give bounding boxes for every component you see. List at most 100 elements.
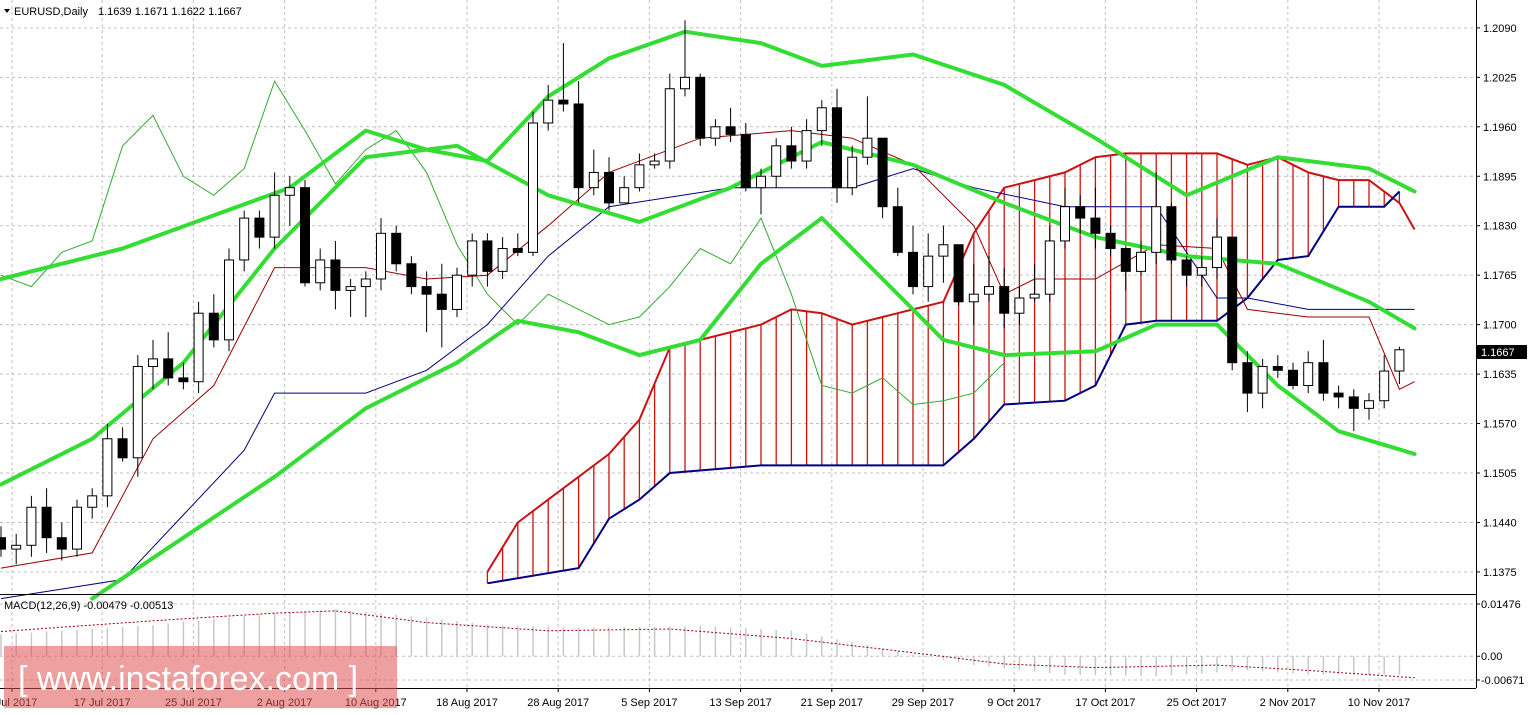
candle[interactable] xyxy=(984,256,994,302)
candle-body-bull xyxy=(710,126,721,139)
candle[interactable] xyxy=(680,20,690,97)
candle[interactable] xyxy=(1257,358,1268,409)
candle[interactable] xyxy=(1272,355,1283,378)
candle[interactable] xyxy=(163,332,174,386)
candle[interactable] xyxy=(1014,286,1025,325)
dropdown-triangle-icon[interactable] xyxy=(4,9,10,13)
candle[interactable] xyxy=(1242,351,1253,413)
candle[interactable] xyxy=(999,267,1010,329)
candle[interactable] xyxy=(1288,362,1298,390)
candle[interactable] xyxy=(512,233,523,257)
candle[interactable] xyxy=(832,88,842,203)
candle[interactable] xyxy=(664,73,675,169)
candle[interactable] xyxy=(892,187,903,257)
candle[interactable] xyxy=(695,73,706,146)
candle[interactable] xyxy=(953,244,964,306)
candle[interactable] xyxy=(41,488,52,553)
candle[interactable] xyxy=(923,233,934,302)
candle[interactable] xyxy=(72,499,82,557)
candle[interactable] xyxy=(391,225,402,272)
candle[interactable] xyxy=(26,495,37,557)
candle[interactable] xyxy=(1090,187,1101,249)
candle[interactable] xyxy=(148,339,158,390)
candle[interactable] xyxy=(1227,236,1238,371)
candle[interactable] xyxy=(756,168,766,215)
candle[interactable] xyxy=(649,153,660,169)
candle[interactable] xyxy=(725,107,736,143)
candle[interactable] xyxy=(117,427,128,462)
candle-body-bear xyxy=(1333,392,1344,398)
candle[interactable] xyxy=(132,355,143,477)
candle[interactable] xyxy=(877,137,888,219)
candle[interactable] xyxy=(1151,172,1162,264)
candle[interactable] xyxy=(421,271,432,333)
candle[interactable] xyxy=(1166,202,1177,264)
candle[interactable] xyxy=(1379,355,1390,409)
candle[interactable] xyxy=(11,533,22,565)
candle[interactable] xyxy=(619,176,630,204)
candle[interactable] xyxy=(816,100,827,146)
candle[interactable] xyxy=(528,111,538,257)
candle[interactable] xyxy=(634,153,645,192)
candle[interactable] xyxy=(1136,240,1146,276)
candle[interactable] xyxy=(588,149,599,196)
candle-body-bull xyxy=(345,286,356,291)
candle[interactable] xyxy=(740,122,751,192)
candle[interactable] xyxy=(360,271,371,318)
candle[interactable] xyxy=(56,522,67,561)
candles[interactable] xyxy=(0,20,1405,565)
candle[interactable] xyxy=(771,138,782,188)
candle[interactable] xyxy=(558,43,569,112)
candle[interactable] xyxy=(497,237,508,279)
candle[interactable] xyxy=(193,301,204,394)
candle[interactable] xyxy=(467,233,478,287)
candle[interactable] xyxy=(1044,225,1055,302)
candle[interactable] xyxy=(968,263,979,325)
candle[interactable] xyxy=(178,362,189,390)
candle[interactable] xyxy=(345,278,356,318)
candle[interactable] xyxy=(710,119,721,146)
candle[interactable] xyxy=(284,176,295,226)
candle[interactable] xyxy=(604,157,614,211)
candle[interactable] xyxy=(208,294,219,348)
candle[interactable] xyxy=(300,180,310,287)
candle[interactable] xyxy=(573,81,584,203)
candle[interactable] xyxy=(87,488,98,519)
candle[interactable] xyxy=(1196,256,1207,287)
candle[interactable] xyxy=(1348,389,1359,432)
candle[interactable] xyxy=(376,218,386,291)
candle[interactable] xyxy=(1333,385,1344,409)
candle[interactable] xyxy=(786,126,797,169)
candle[interactable] xyxy=(102,423,113,508)
candle[interactable] xyxy=(254,210,265,249)
candle[interactable] xyxy=(224,248,234,352)
candle[interactable] xyxy=(1212,218,1222,279)
candle[interactable] xyxy=(1060,187,1070,249)
candle[interactable] xyxy=(1181,256,1192,287)
candle[interactable] xyxy=(1394,346,1405,384)
candle[interactable] xyxy=(330,240,341,310)
candle[interactable] xyxy=(1105,225,1116,257)
candle[interactable] xyxy=(452,267,462,318)
candle[interactable] xyxy=(862,96,873,165)
candle[interactable] xyxy=(1120,248,1131,291)
candle[interactable] xyxy=(1075,195,1086,234)
candle[interactable] xyxy=(315,248,326,291)
candle[interactable] xyxy=(0,526,6,557)
candle[interactable] xyxy=(482,233,493,287)
candle[interactable] xyxy=(847,145,858,196)
candle[interactable] xyxy=(436,263,447,348)
candle[interactable] xyxy=(908,225,918,295)
candle[interactable] xyxy=(543,84,554,131)
candle[interactable] xyxy=(1029,263,1040,302)
candle[interactable] xyxy=(938,225,949,283)
candle[interactable] xyxy=(269,172,280,249)
candle[interactable] xyxy=(1364,393,1374,420)
candle[interactable] xyxy=(1303,351,1314,394)
candle[interactable] xyxy=(801,119,812,169)
candle[interactable] xyxy=(239,210,250,272)
candle[interactable] xyxy=(1318,339,1329,401)
candle-body-bull xyxy=(452,274,462,310)
candle[interactable] xyxy=(406,256,417,295)
